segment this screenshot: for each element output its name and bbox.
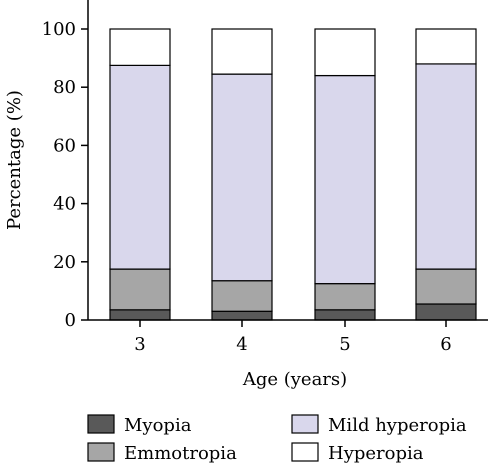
y-tick-label: 40: [53, 194, 76, 215]
y-axis-title: Percentage (%): [4, 90, 25, 230]
bar-segment-mild-hyperopia-age-3: [109, 64, 171, 270]
legend-swatch-hyperopia: [291, 442, 319, 462]
bar-segment-emmotropia-age-6: [415, 268, 477, 305]
legend-swatch-mild-hyperopia: [291, 414, 319, 434]
y-tick-label: 80: [53, 77, 76, 98]
bar-segment-hyperopia-age-3: [109, 28, 171, 66]
legend-swatch-myopia: [87, 414, 115, 434]
legend-label-mild-hyperopia: Mild hyperopia: [328, 415, 467, 436]
legend-label-hyperopia: Hyperopia: [328, 443, 424, 464]
y-tick-label: 60: [53, 135, 76, 156]
bar-segment-mild-hyperopia-age-5: [314, 74, 376, 285]
bar-segment-hyperopia-age-4: [211, 28, 273, 75]
bar-segment-hyperopia-age-5: [314, 28, 376, 77]
x-axis-title: Age (years): [242, 369, 347, 390]
bar-segment-myopia-age-3: [109, 309, 171, 321]
bar-segment-mild-hyperopia-age-4: [211, 73, 273, 282]
x-tick-label: 4: [236, 334, 247, 355]
y-tick-label: 20: [53, 252, 76, 273]
bar-segment-hyperopia-age-6: [415, 28, 477, 65]
legend-swatch-emmotropia: [87, 442, 115, 462]
bar-segment-myopia-age-6: [415, 303, 477, 321]
bar-segment-myopia-age-4: [211, 310, 273, 321]
bar-segment-emmotropia-age-5: [314, 283, 376, 311]
y-tick-label: 100: [42, 19, 76, 40]
x-tick-label: 6: [440, 334, 451, 355]
y-tick-label: 0: [65, 310, 76, 331]
bar-segment-emmotropia-age-3: [109, 268, 171, 311]
bar-segment-myopia-age-5: [314, 309, 376, 321]
legend-label-emmotropia: Emmotropia: [124, 443, 237, 464]
x-tick-label: 3: [134, 334, 145, 355]
legend: Myopia Emmotropia Mild hyperopia Hyperopia: [87, 414, 467, 464]
x-tick-label: 5: [339, 334, 350, 355]
legend-label-myopia: Myopia: [124, 415, 192, 436]
y-axis: 0 20 40 60 80 100: [42, 0, 89, 331]
x-axis: 3 4 5 6: [88, 319, 488, 355]
plot-area: [109, 28, 477, 321]
bar-segment-emmotropia-age-4: [211, 280, 273, 312]
bar-segment-mild-hyperopia-age-6: [415, 63, 477, 270]
